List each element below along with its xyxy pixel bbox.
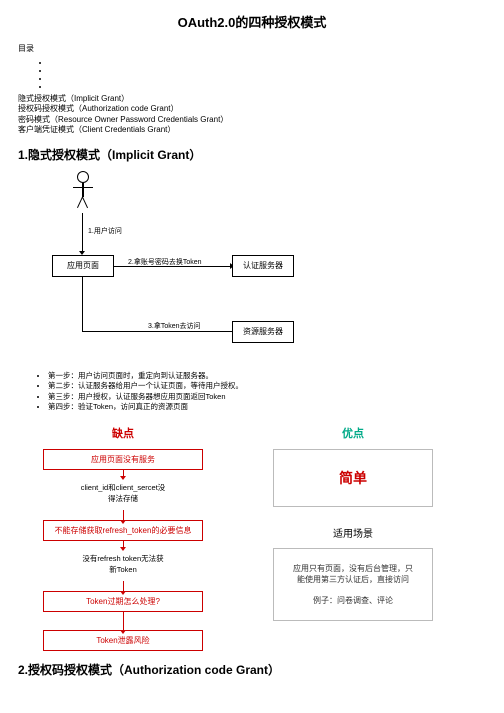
- resource-server-box: 资源服务器: [232, 321, 294, 343]
- pros-box-simple: 简单: [273, 449, 433, 507]
- pros-cons: 缺点 应用页面没有服务 client_id和client_sercet没得法存储…: [38, 425, 486, 651]
- section-1-heading: 1.隐式授权模式（Implicit Grant）: [18, 146, 486, 163]
- cons-text: 没有refresh token无法获新Token: [38, 553, 208, 575]
- usage-title: 适用场景: [268, 525, 438, 540]
- usage-box: 应用只有页面，没有后台管理，只能使用第三方认证后，直接访问 例子：问卷调查、评论: [273, 548, 433, 621]
- toc-label: 目录: [18, 43, 486, 54]
- cons-box: 应用页面没有服务: [43, 449, 203, 470]
- cons-column: 缺点 应用页面没有服务 client_id和client_sercet没得法存储…: [38, 425, 208, 651]
- flow-step-3: 3.拿Token去访问: [148, 321, 201, 331]
- step-item: 第三步：用户授权，认证服务器想应用页面返回Token: [48, 392, 486, 403]
- user-icon: [72, 171, 94, 211]
- step-item: 第二步：认证服务器给用户一个认证页面，等待用户授权。: [48, 381, 486, 392]
- pros-column: 优点 简单 适用场景 应用只有页面，没有后台管理，只能使用第三方认证后，直接访问…: [268, 425, 438, 651]
- flow-step-2: 2.拿账号密码去换Token: [128, 257, 202, 267]
- page-title: OAuth2.0的四种授权模式: [18, 12, 486, 31]
- toc-link[interactable]: 授权码授权模式（Authorization code Grant）: [18, 104, 486, 114]
- app-page-box: 应用页面: [52, 255, 114, 277]
- usage-example: 例子：问卷调查、评论: [282, 595, 424, 606]
- toc-link[interactable]: 客户端凭证模式（Client Credentials Grant）: [18, 125, 486, 135]
- cons-text: client_id和client_sercet没得法存储: [38, 482, 208, 504]
- cons-title: 缺点: [38, 425, 208, 441]
- step-item: 第一步：用户访问页面时，重定向到认证服务器。: [48, 371, 486, 382]
- pros-title: 优点: [268, 425, 438, 441]
- toc-bullets: [50, 58, 486, 90]
- toc-link[interactable]: 密码模式（Resource Owner Password Credentials…: [18, 115, 486, 125]
- implicit-flow-diagram: 1.用户访问 应用页面 2.拿账号密码去换Token 认证服务器 3.拿Toke…: [38, 171, 458, 371]
- step-item: 第四步：验证Token，访问真正的资源页面: [48, 402, 486, 413]
- toc-link[interactable]: 隐式授权模式（Implicit Grant）: [18, 94, 486, 104]
- auth-server-box: 认证服务器: [232, 255, 294, 277]
- step-list: 第一步：用户访问页面时，重定向到认证服务器。 第二步：认证服务器给用户一个认证页…: [48, 371, 486, 413]
- flow-step-1: 1.用户访问: [88, 226, 122, 236]
- toc-links: 隐式授权模式（Implicit Grant） 授权码授权模式（Authoriza…: [18, 94, 486, 136]
- section-2-heading: 2.授权码授权模式（Authorization code Grant）: [18, 661, 486, 678]
- usage-desc: 应用只有页面，没有后台管理，只能使用第三方认证后，直接访问: [282, 563, 424, 585]
